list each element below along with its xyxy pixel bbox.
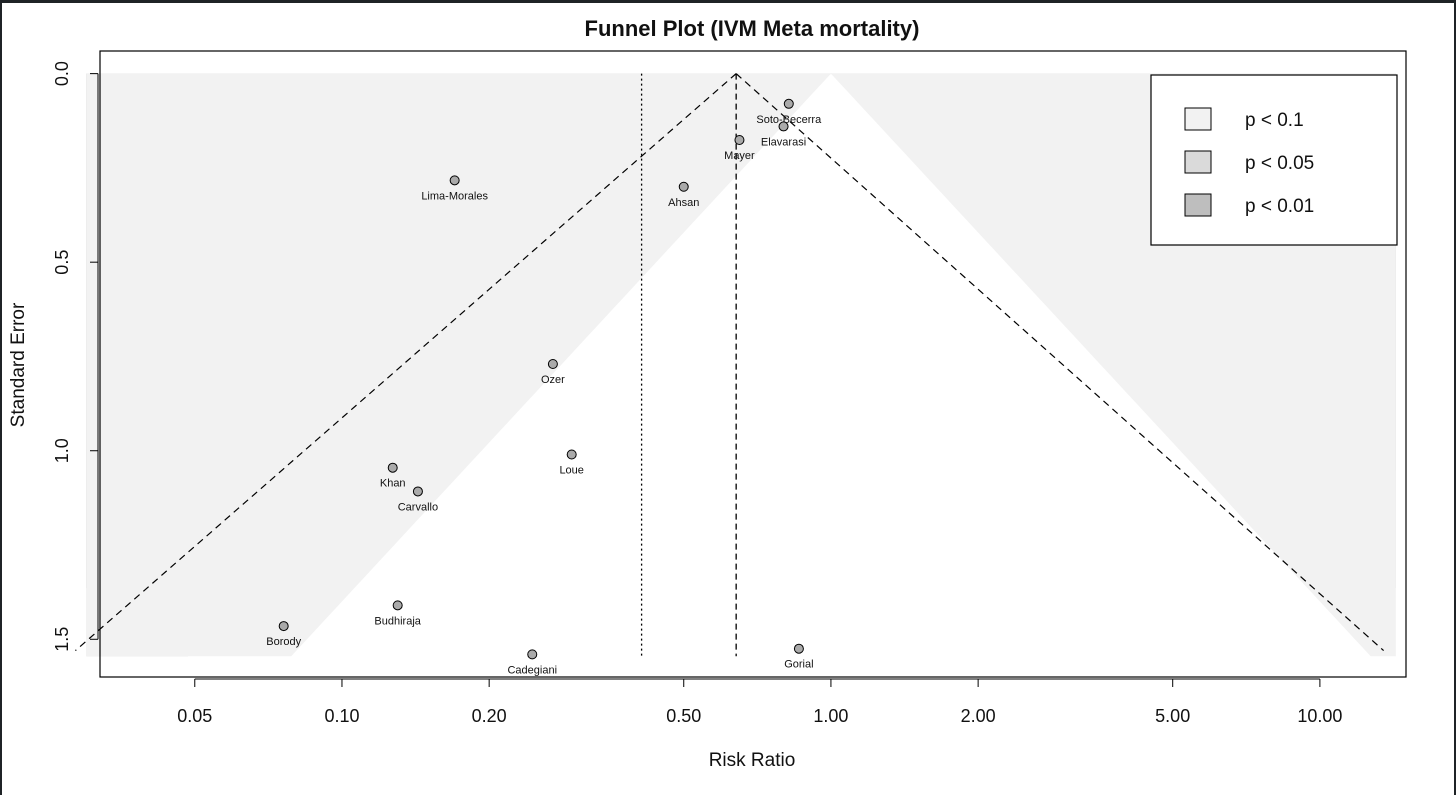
study-point-khan: Khan xyxy=(380,462,406,490)
study-label: Mayer xyxy=(724,150,755,162)
x-tick-label: 5.00 xyxy=(1155,706,1190,726)
study-label: Gorial xyxy=(784,659,813,671)
legend-swatch xyxy=(1184,107,1212,131)
funnel-left-line xyxy=(75,73,737,652)
legend-label: p < 0.01 xyxy=(1245,196,1314,217)
legend-swatch xyxy=(1184,193,1212,217)
plot-title: Funnel Plot (IVM Meta mortality) xyxy=(585,16,920,41)
study-point-mayer: Mayer xyxy=(724,134,755,162)
study-point-cadegiani: Cadegiani xyxy=(507,649,557,676)
study-points: Soto-Becerra Elavarasi Mayer Ahsan Lima-Mora… xyxy=(266,98,822,676)
study-marker xyxy=(734,134,745,145)
study-marker xyxy=(278,621,289,632)
study-point-ozer: Ozer xyxy=(541,359,565,386)
study-point-ahsan: Ahsan xyxy=(668,181,699,209)
legend-swatch xyxy=(1184,150,1212,174)
study-label: Elavarasi xyxy=(761,136,806,148)
legend: p < 0.1 p < 0.05 p < 0.01 xyxy=(1150,74,1398,246)
study-marker xyxy=(547,359,558,369)
study-marker xyxy=(566,449,577,460)
study-point-budhiraja: Budhiraja xyxy=(374,600,422,627)
study-marker xyxy=(778,121,789,132)
plot-window: Soto-Becerra Elavarasi Mayer Ahsan Lima-Mora… xyxy=(2,3,1454,795)
axes: 0.05 0.10 0.20 0.50 1.00 2.00 5.00 10.00 0.0 0.5 1… xyxy=(52,61,1342,726)
legend-label: p < 0.05 xyxy=(1245,153,1314,174)
x-tick-label: 0.50 xyxy=(666,706,701,726)
y-tick-label: 1.5 xyxy=(52,627,72,652)
study-marker xyxy=(793,643,804,654)
study-label: Borody xyxy=(266,636,301,648)
study-marker xyxy=(527,649,538,660)
study-label: Ahsan xyxy=(668,197,699,209)
study-label: Lima-Morales xyxy=(421,190,488,202)
study-point-gorial: Gorial xyxy=(784,643,814,671)
contour-left-region xyxy=(86,73,831,657)
x-tick-label: 10.00 xyxy=(1297,706,1342,726)
y-axis-label: Standard Error xyxy=(8,302,29,427)
study-marker xyxy=(678,181,689,192)
study-label: Cadegiani xyxy=(507,664,557,676)
study-marker xyxy=(392,600,403,611)
study-label: Ozer xyxy=(541,374,565,386)
reference-lines xyxy=(75,73,1385,657)
study-point-elavarasi: Elavarasi xyxy=(761,121,806,148)
study-marker xyxy=(449,175,460,186)
study-point-soto-becerra: Soto-Becerra xyxy=(756,98,822,126)
x-tick-label: 0.05 xyxy=(177,706,212,726)
x-tick-label: 1.00 xyxy=(813,706,848,726)
x-tick-label: 0.10 xyxy=(324,706,359,726)
study-point-lima-morales: Lima-Morales xyxy=(421,175,488,202)
study-point-carvallo: Carvallo xyxy=(398,486,438,513)
funnel-plot: Soto-Becerra Elavarasi Mayer Ahsan Lima-Mora… xyxy=(8,16,1407,771)
y-tick-label: 0.5 xyxy=(52,250,72,275)
study-label: Budhiraja xyxy=(374,615,421,627)
study-point-borody: Borody xyxy=(266,621,302,648)
x-axis-label: Risk Ratio xyxy=(709,750,796,771)
study-label: Carvallo xyxy=(398,501,438,513)
funnel-right-line xyxy=(735,73,1385,652)
y-tick-label: 1.0 xyxy=(52,438,72,463)
x-tick-label: 0.20 xyxy=(472,706,507,726)
study-marker xyxy=(783,98,794,109)
x-tick-label: 2.00 xyxy=(961,706,996,726)
study-point-loue: Loue xyxy=(559,449,584,477)
plot-box xyxy=(99,50,1407,678)
study-label: Khan xyxy=(380,478,406,490)
study-label: Soto-Becerra xyxy=(756,114,822,126)
study-marker xyxy=(387,462,398,473)
study-marker xyxy=(412,486,423,497)
y-tick-label: 0.0 xyxy=(52,61,72,86)
legend-label: p < 0.1 xyxy=(1245,110,1304,131)
study-label: Loue xyxy=(559,465,583,477)
